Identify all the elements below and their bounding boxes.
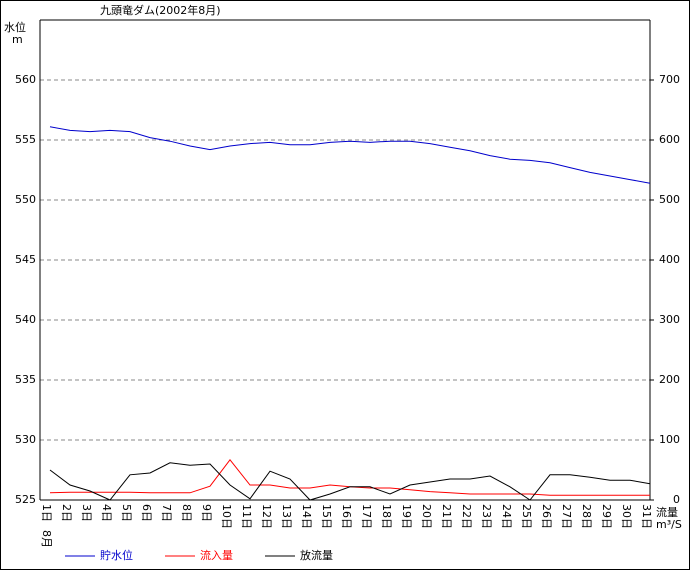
y2-tick-label: 100 — [659, 433, 680, 446]
x-tick-label: 14日 — [300, 504, 313, 529]
y-axis-label: 水位 — [4, 20, 26, 34]
y2-tick-label: 0 — [673, 493, 680, 506]
legend-label: 流入量 — [200, 548, 233, 562]
x-tick-label: 12日 — [260, 504, 273, 529]
x-tick-label: 11日 — [240, 504, 253, 529]
x-tick-label: 13日 — [280, 504, 293, 529]
x-tick-label: 4日 — [100, 504, 113, 522]
x-tick-label: 27日 — [560, 504, 573, 529]
y-tick-label: 545 — [15, 253, 36, 266]
y-tick-label: 530 — [15, 433, 36, 446]
x-tick-label: 26日 — [540, 504, 553, 529]
x-tick-label: 2日 — [60, 504, 73, 522]
x-tick-label: 16日 — [340, 504, 353, 529]
chart-title: 九頭竜ダム(2002年8月) — [100, 3, 221, 17]
y2-tick-label: 700 — [659, 73, 680, 86]
x-group-label: 8月 — [40, 530, 53, 548]
series-line — [49, 462, 651, 501]
x-tick-label: 9日 — [200, 504, 213, 522]
x-tick-label: 6日 — [140, 504, 153, 522]
y2-axis-unit: m³/S — [656, 518, 682, 531]
y2-tick-label: 400 — [659, 253, 680, 266]
x-tick-label: 8日 — [180, 504, 193, 522]
legend-label: 放流量 — [300, 548, 333, 562]
y2-tick-label: 200 — [659, 373, 680, 386]
x-tick-label: 19日 — [400, 504, 413, 529]
y2-axis-label: 流量 — [656, 505, 678, 519]
x-tick-label: 5日 — [120, 504, 133, 522]
y-tick-label: 535 — [15, 373, 36, 386]
x-tick-label: 25日 — [520, 504, 533, 529]
x-tick-label: 3日 — [80, 504, 93, 522]
y-tick-label: 550 — [15, 193, 36, 206]
legend-label: 貯水位 — [100, 548, 133, 562]
y2-tick-label: 300 — [659, 313, 680, 326]
x-tick-label: 15日 — [320, 504, 333, 529]
y-axis-unit: m — [12, 33, 23, 46]
y-tick-label: 555 — [15, 133, 36, 146]
x-tick-label: 23日 — [480, 504, 493, 529]
x-tick-label: 10日 — [220, 504, 233, 529]
x-tick-label: 21日 — [440, 504, 453, 529]
y-tick-label: 560 — [15, 73, 36, 86]
x-tick-label: 31日 — [640, 504, 653, 529]
x-tick-label: 24日 — [500, 504, 513, 529]
x-tick-label: 7日 — [160, 504, 173, 522]
x-tick-label: 1日 — [40, 504, 53, 522]
series-line — [49, 126, 651, 184]
y-tick-label: 540 — [15, 313, 36, 326]
x-tick-label: 20日 — [420, 504, 433, 529]
y-tick-label: 525 — [15, 493, 36, 506]
x-tick-label: 18日 — [380, 504, 393, 529]
x-tick-label: 29日 — [600, 504, 613, 529]
y2-tick-label: 500 — [659, 193, 680, 206]
x-tick-label: 22日 — [460, 504, 473, 529]
x-tick-label: 30日 — [620, 504, 633, 529]
x-tick-label: 17日 — [360, 504, 373, 529]
y2-tick-label: 600 — [659, 133, 680, 146]
x-tick-label: 28日 — [580, 504, 593, 529]
